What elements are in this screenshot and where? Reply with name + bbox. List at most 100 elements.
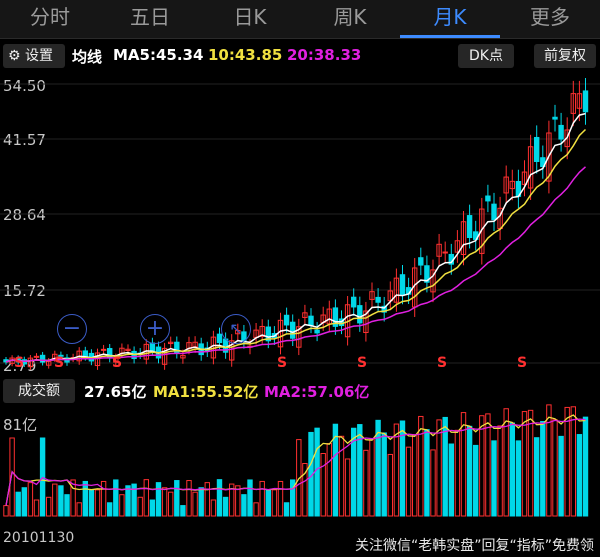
candle-body [39, 354, 46, 363]
date-label: 20101130 [3, 530, 75, 546]
tab-intraday[interactable]: 分时 [30, 5, 70, 29]
candle-body [27, 357, 34, 368]
candle-body [125, 348, 131, 352]
volume-bar [271, 489, 278, 517]
volume-bar [540, 421, 546, 517]
reset-zoom-icon[interactable]: ↖ [221, 314, 251, 344]
volume-chart[interactable] [0, 404, 600, 524]
volume-bar [46, 496, 52, 517]
settings-button[interactable]: ⚙ 设置 [3, 44, 65, 68]
candle-body [521, 171, 528, 185]
zoom-in-icon[interactable]: + [140, 314, 170, 344]
volume-bar [582, 416, 589, 517]
tab-daily-k[interactable]: 日K [233, 5, 267, 29]
volume-bar [198, 487, 204, 517]
sell-signal-marker: S [112, 355, 122, 371]
volume-bar [418, 415, 424, 517]
volume-bar [479, 415, 485, 517]
volume-bar [241, 494, 247, 517]
tab-more[interactable]: 更多 [530, 5, 570, 29]
candle-body [369, 291, 375, 300]
volume-bar [27, 482, 34, 517]
volume-bar [576, 434, 583, 517]
volume-bar [448, 443, 455, 517]
dk-point-button[interactable]: DK点 [458, 44, 514, 68]
volume-bar [33, 499, 40, 517]
volume-bar [344, 458, 351, 517]
candle-body [503, 176, 509, 194]
volume-ma1-line [5, 414, 586, 506]
volume-bar [466, 425, 473, 517]
candle-body [479, 208, 485, 254]
price-axis-label: 54.50 [3, 77, 46, 95]
volume-bar [180, 505, 186, 517]
volume-bar [52, 483, 58, 517]
volume-bar [186, 480, 192, 517]
sell-signal-marker: S [357, 355, 367, 371]
candle-body [375, 296, 381, 303]
volume-bar [253, 502, 259, 517]
volume-ma1: MA1:55.52亿 [153, 383, 259, 401]
volume-bar [564, 406, 570, 517]
zoom-out-icon[interactable]: − [57, 314, 87, 344]
candle-body [399, 274, 406, 295]
volume-bar [503, 408, 509, 517]
candle-body [466, 215, 473, 239]
candle-body [564, 129, 570, 148]
candle-body [46, 360, 52, 366]
candle-body [393, 277, 400, 303]
tab-weekly-k[interactable]: 周K [333, 5, 367, 29]
candle-body [442, 251, 448, 254]
volume-bar [326, 443, 333, 517]
gear-icon: ⚙ [8, 48, 21, 64]
volume-bar [119, 494, 125, 517]
volume-bar [125, 485, 131, 517]
volume-bar [222, 496, 229, 517]
candle-body [582, 90, 589, 113]
volume-bar [94, 489, 101, 517]
volume-bar [131, 483, 137, 517]
candle-body [290, 321, 296, 339]
tab-five-day[interactable]: 五日 [130, 5, 170, 29]
volume-bar [107, 502, 113, 517]
volume-bar [302, 462, 308, 517]
volume-bar [387, 453, 394, 517]
volume-bar [21, 487, 28, 517]
ma10-value: 10:43.85 [208, 46, 283, 64]
volume-bar [137, 496, 143, 517]
volume-bar [338, 435, 345, 517]
volume-bar [534, 437, 540, 517]
candle-body [552, 116, 558, 120]
volume-bar [76, 502, 82, 517]
volume-bar [174, 480, 180, 517]
volume-bar [491, 440, 497, 517]
volume-bar [424, 429, 430, 517]
candle-body [460, 221, 467, 255]
volume-bar [521, 411, 528, 517]
volume-bar [381, 432, 387, 517]
volume-bar [363, 449, 369, 517]
volume-bar [430, 449, 436, 517]
sell-signal-marker: S [14, 355, 24, 371]
candle-body [168, 341, 174, 345]
ma20-value: 20:38.33 [287, 46, 362, 64]
volume-bar [277, 480, 284, 517]
candle-body [509, 180, 516, 190]
sell-signal-marker: S [277, 355, 287, 371]
candle-body [58, 354, 64, 357]
candle-body [570, 93, 576, 114]
ma5-value: MA5:45.34 [113, 46, 204, 64]
candle-body [33, 355, 40, 358]
volume-bar [283, 502, 290, 517]
forward-adjust-button[interactable]: 前复权 [534, 44, 596, 68]
volume-bar [393, 423, 400, 517]
volume-value: 27.65亿 [84, 383, 147, 401]
volume-indicator-button[interactable]: 成交额 [3, 379, 75, 403]
candle-body [576, 93, 583, 109]
volume-bar [70, 479, 76, 517]
volume-bar [143, 479, 150, 517]
watermark-text: 关注微信“老韩实盘”回复“指标”免费领 [354, 538, 594, 554]
tab-monthly-k[interactable]: 月K [433, 5, 467, 29]
volume-bar [369, 438, 375, 517]
